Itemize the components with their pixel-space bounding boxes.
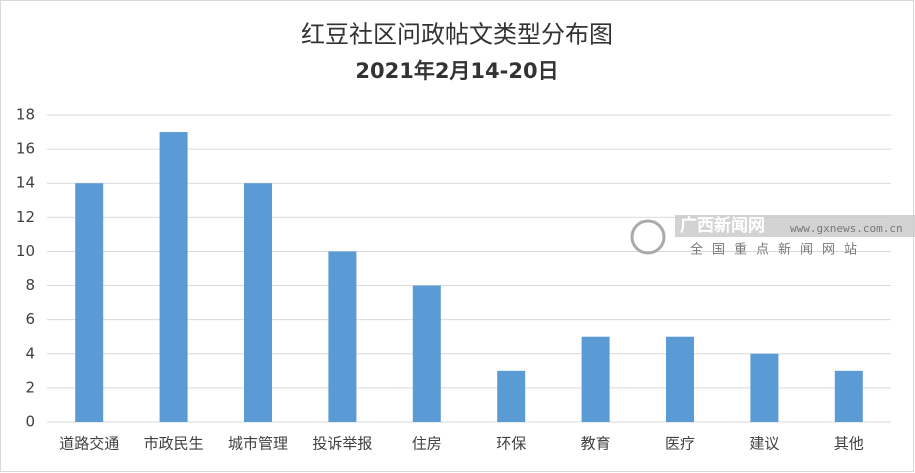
y-tick-label: 14 <box>16 174 35 192</box>
bar <box>666 336 694 422</box>
y-tick-label: 6 <box>25 310 35 328</box>
x-tick-label: 城市管理 <box>228 435 288 453</box>
bar <box>75 183 104 422</box>
x-tick-label: 医疗 <box>665 435 695 453</box>
x-tick-label: 住房 <box>412 435 442 453</box>
bar <box>328 251 357 422</box>
watermark-name: 广西新闻网 <box>680 215 765 236</box>
x-tick-label: 建议 <box>749 435 779 453</box>
y-tick-label: 2 <box>25 378 35 396</box>
watermark-url: www.gxnews.com.cn <box>790 222 903 235</box>
watermark-logo <box>630 219 666 255</box>
x-tick-label: 教育 <box>581 435 611 453</box>
x-tick-label: 道路交通 <box>59 435 119 453</box>
bar <box>834 370 863 422</box>
bar <box>244 183 272 422</box>
bar <box>412 285 441 422</box>
y-tick-label: 12 <box>16 208 35 226</box>
x-tick-label: 其他 <box>834 435 864 453</box>
x-tick-label: 投诉举报 <box>312 435 372 453</box>
bar <box>581 336 610 422</box>
y-tick-label: 18 <box>16 106 35 124</box>
watermark-tagline: 全国重点新闻网站 <box>690 242 866 258</box>
bar <box>497 370 526 422</box>
x-tick-label: 环保 <box>496 435 526 453</box>
chart-title: 红豆社区问政帖文类型分布图 <box>301 21 613 49</box>
y-tick-label: 0 <box>25 413 35 431</box>
bar <box>159 132 188 423</box>
bar <box>750 353 779 422</box>
y-tick-label: 4 <box>25 344 35 362</box>
watermark-bg <box>675 215 915 237</box>
y-tick-label: 10 <box>16 242 35 260</box>
y-tick-label: 16 <box>16 140 35 158</box>
x-tick-label: 市政民生 <box>144 435 204 453</box>
chart-subtitle: 2021年2月14-20日 <box>355 59 558 83</box>
y-tick-label: 8 <box>25 276 35 294</box>
